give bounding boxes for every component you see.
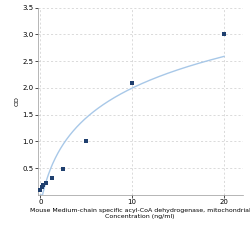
X-axis label: Mouse Medium-chain specific acyl-CoA dehydrogenase, mitochondrial
Concentration : Mouse Medium-chain specific acyl-CoA deh… [30,208,250,219]
Y-axis label: OD: OD [14,96,19,106]
